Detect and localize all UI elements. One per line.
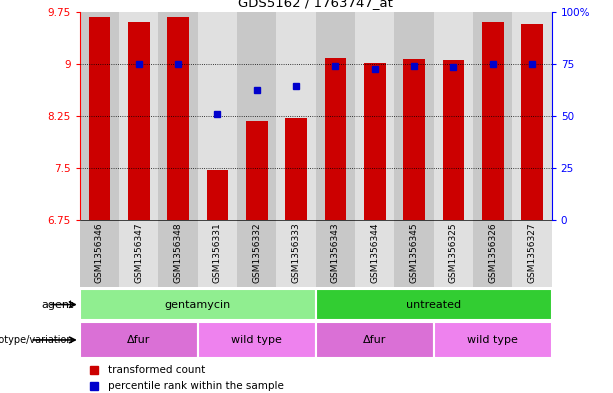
Bar — [473, 220, 512, 287]
Bar — [237, 12, 276, 220]
Bar — [246, 121, 267, 220]
Bar — [512, 12, 552, 220]
Bar — [276, 220, 316, 287]
Bar — [158, 12, 198, 220]
Bar — [443, 61, 464, 220]
Text: Δfur: Δfur — [363, 335, 386, 345]
Bar — [394, 220, 434, 287]
Text: untreated: untreated — [406, 299, 461, 310]
Text: GSM1356326: GSM1356326 — [488, 222, 497, 283]
Bar — [316, 12, 355, 220]
Text: GSM1356347: GSM1356347 — [134, 222, 143, 283]
Text: GSM1356344: GSM1356344 — [370, 222, 379, 283]
Bar — [276, 12, 316, 220]
Bar — [324, 58, 346, 220]
Bar — [473, 12, 512, 220]
Text: genotype/variation: genotype/variation — [0, 335, 74, 345]
Text: GSM1356346: GSM1356346 — [95, 222, 104, 283]
Text: wild type: wild type — [467, 335, 518, 345]
Bar — [167, 17, 189, 220]
Bar — [158, 220, 198, 287]
Title: GDS5162 / 1763747_at: GDS5162 / 1763747_at — [238, 0, 393, 9]
Text: Δfur: Δfur — [127, 335, 150, 345]
Bar — [403, 59, 425, 220]
Text: GSM1356332: GSM1356332 — [252, 222, 261, 283]
Bar — [80, 322, 197, 358]
Text: gentamycin: gentamycin — [164, 299, 231, 310]
Text: GSM1356327: GSM1356327 — [528, 222, 536, 283]
Text: GSM1356331: GSM1356331 — [213, 222, 222, 283]
Bar — [482, 22, 503, 220]
Bar — [197, 322, 316, 358]
Text: transformed count: transformed count — [108, 365, 205, 375]
Text: agent: agent — [41, 299, 74, 310]
Bar — [316, 289, 552, 320]
Text: GSM1356345: GSM1356345 — [409, 222, 419, 283]
Bar — [119, 12, 158, 220]
Bar — [197, 220, 237, 287]
Bar — [237, 220, 276, 287]
Bar — [119, 220, 158, 287]
Bar — [355, 12, 394, 220]
Bar — [434, 12, 473, 220]
Bar — [80, 12, 119, 220]
Bar — [434, 322, 552, 358]
Bar — [434, 220, 473, 287]
Bar — [128, 22, 150, 220]
Bar — [316, 322, 434, 358]
Text: percentile rank within the sample: percentile rank within the sample — [108, 381, 284, 391]
Bar — [355, 220, 394, 287]
Bar — [316, 220, 355, 287]
Text: GSM1356325: GSM1356325 — [449, 222, 458, 283]
Bar — [285, 118, 307, 220]
Bar — [80, 289, 316, 320]
Text: GSM1356348: GSM1356348 — [173, 222, 183, 283]
Bar — [80, 220, 119, 287]
Bar — [197, 12, 237, 220]
Bar — [521, 24, 543, 220]
Text: wild type: wild type — [231, 335, 282, 345]
Bar — [512, 220, 552, 287]
Bar — [88, 17, 110, 220]
Bar — [364, 63, 386, 220]
Text: GSM1356333: GSM1356333 — [292, 222, 300, 283]
Bar — [394, 12, 434, 220]
Text: GSM1356343: GSM1356343 — [331, 222, 340, 283]
Bar — [207, 170, 228, 220]
